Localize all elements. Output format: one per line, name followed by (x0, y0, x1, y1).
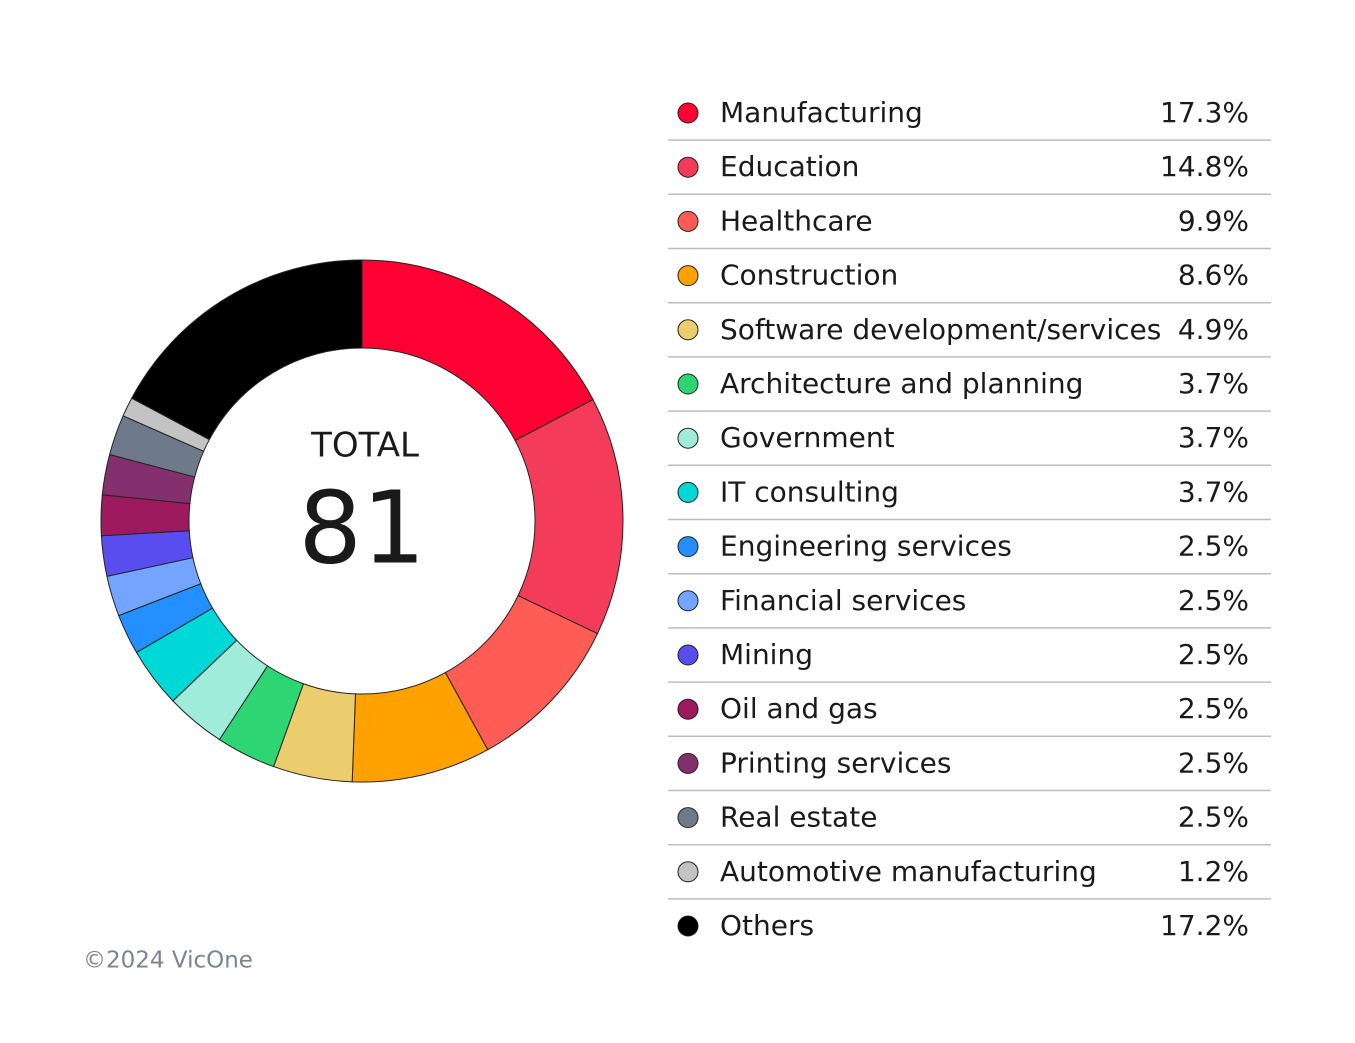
slice (514, 398, 624, 635)
legend-marker (677, 861, 699, 883)
slice (361, 259, 594, 442)
value-label: 8.6% (1178, 259, 1249, 292)
legend-marker (677, 210, 699, 232)
legend-label: Government (720, 421, 895, 454)
legend-marker (677, 481, 699, 503)
legend-marker (677, 265, 699, 287)
legend-label: Mining (720, 638, 813, 671)
value-label: 9.9% (1178, 204, 1249, 237)
legend-marker (677, 915, 699, 937)
value-label: 3.7% (1178, 421, 1249, 454)
value-label: 2.5% (1178, 692, 1249, 725)
value-label: 2.5% (1178, 584, 1249, 617)
legend-marker (677, 427, 699, 449)
legend-marker (677, 698, 699, 720)
value-label: 14.8% (1160, 150, 1249, 183)
legend-label: Manufacturing (720, 96, 923, 129)
value-label: 4.9% (1178, 313, 1249, 346)
legend-marker (677, 807, 699, 829)
legend-label: Engineering services (720, 530, 1012, 563)
value-label: 17.2% (1160, 909, 1249, 942)
legend-marker (677, 752, 699, 774)
value-label: 2.5% (1178, 746, 1249, 779)
legend-marker (677, 156, 699, 178)
value-label: 2.5% (1178, 530, 1249, 563)
legend-marker (677, 590, 699, 612)
legend-label: Real estate (720, 801, 877, 834)
legend-label: Healthcare (720, 204, 873, 237)
legend-label: Printing services (720, 746, 952, 779)
legend-label: Education (720, 150, 859, 183)
legend-marker (677, 102, 699, 124)
legend-marker (677, 373, 699, 395)
legend-label: Construction (720, 259, 898, 292)
slice (131, 259, 363, 441)
legend-label: Automotive manufacturing (720, 855, 1097, 888)
value-label: 2.5% (1178, 801, 1249, 834)
legend-marker (677, 644, 699, 666)
legend-label: Architecture and planning (720, 367, 1083, 400)
legend-label: Software development/services (720, 313, 1161, 346)
legend-label: Others (720, 909, 814, 942)
legend-marker (677, 319, 699, 341)
center-label: TOTAL (310, 426, 419, 466)
value-label: 3.7% (1178, 475, 1249, 508)
legend-label: Oil and gas (720, 692, 878, 725)
value-label: 3.7% (1178, 367, 1249, 400)
legend-marker (677, 536, 699, 558)
value-label: 1.2% (1178, 855, 1249, 888)
value-label: 2.5% (1178, 638, 1249, 671)
center-total: 81 (298, 469, 425, 586)
legend-label: Financial services (720, 584, 966, 617)
value-label: 17.3% (1160, 96, 1249, 129)
source: ©2024 VicOne (83, 948, 253, 974)
legend-label: IT consulting (720, 475, 899, 508)
